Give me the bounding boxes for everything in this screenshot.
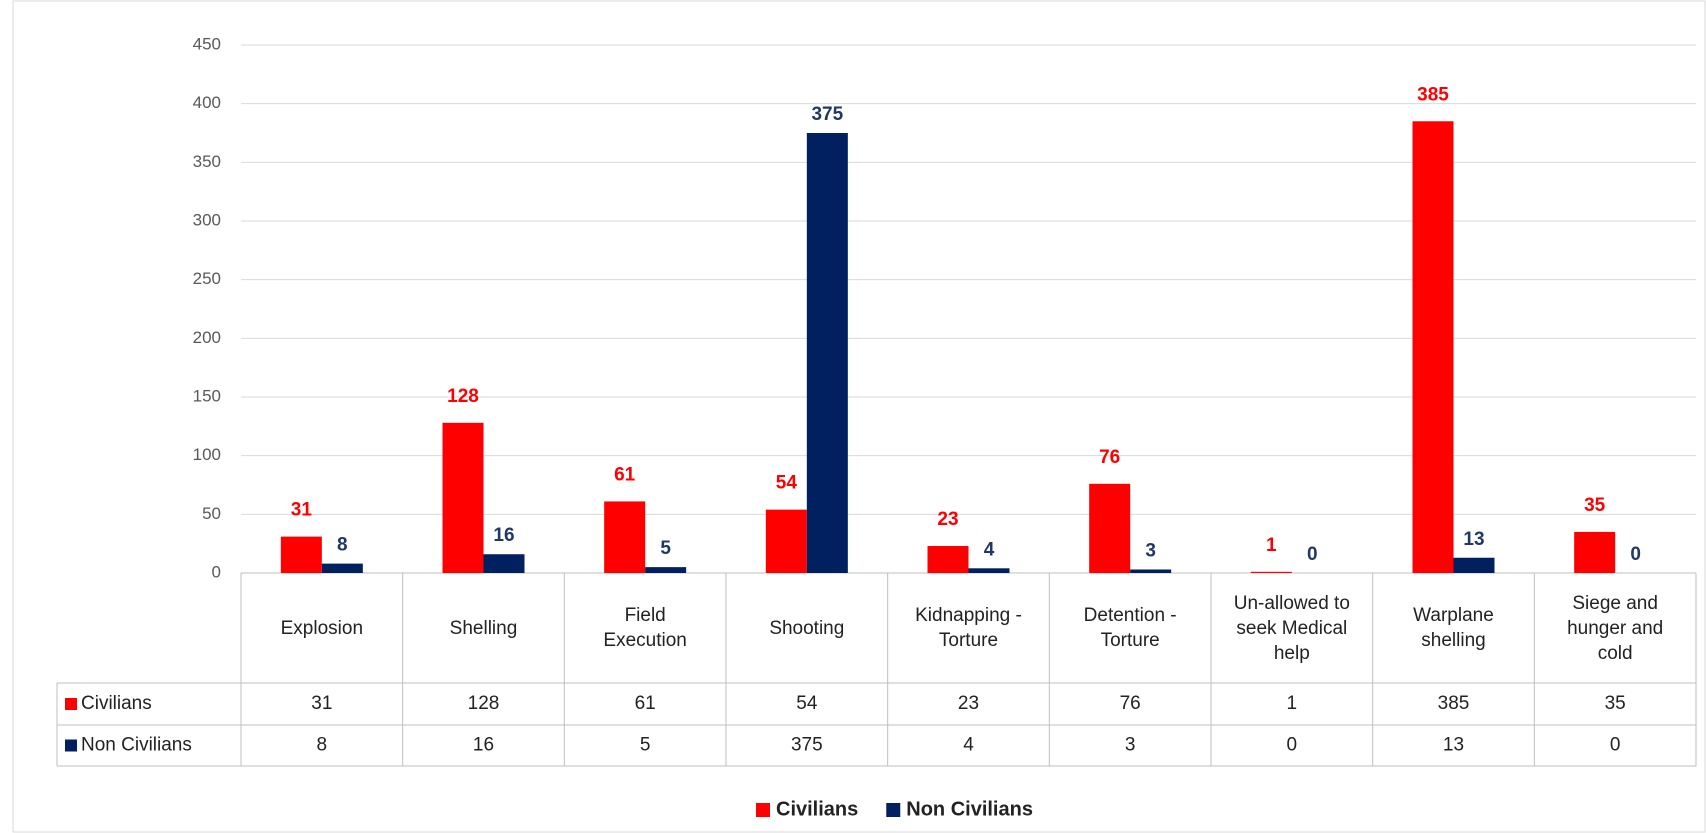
- category-cell: Kidnapping - Torture: [915, 605, 1022, 651]
- data-label: 1: [1266, 535, 1277, 556]
- x-tick-label: Warplane shelling: [1413, 605, 1494, 651]
- bar: [604, 501, 646, 573]
- x-tick-label: Siege and hunger and cold: [1567, 592, 1664, 664]
- table-legend-key: [65, 739, 77, 752]
- bar: [1412, 121, 1454, 574]
- data-label: 375: [811, 104, 843, 125]
- bar: [321, 563, 363, 573]
- bar: [806, 133, 848, 573]
- data-label: 4: [984, 539, 995, 560]
- table-cell: 13: [1443, 735, 1464, 756]
- data-label: 61: [614, 464, 636, 485]
- data-label: 35: [1584, 495, 1606, 516]
- table-row-label: Civilians: [81, 693, 152, 714]
- x-tick-label: Detention - Torture: [1083, 605, 1177, 651]
- x-tick-label: Shelling: [449, 617, 518, 639]
- table-cell: 1: [1287, 693, 1298, 714]
- data-label: 3: [1145, 540, 1156, 561]
- y-tick-label: 100: [193, 445, 221, 464]
- category-cell: Field Execution: [603, 605, 687, 651]
- data-label: 31: [291, 500, 313, 521]
- category-cell: Siege and hunger and cold: [1567, 592, 1664, 664]
- y-tick-label: 300: [193, 210, 221, 229]
- bar: [1130, 569, 1172, 573]
- table-cell: 31: [311, 693, 332, 714]
- legend-label: Non Civilians: [906, 798, 1033, 820]
- y-tick-label: 250: [193, 269, 221, 288]
- bar: [1453, 557, 1495, 573]
- legend-key: [756, 803, 770, 817]
- data-label: 8: [337, 535, 348, 556]
- legend-label: Civilians: [776, 798, 858, 820]
- table-cell: 16: [473, 735, 494, 756]
- data-label: 23: [937, 509, 958, 530]
- table-cell: 5: [640, 735, 651, 756]
- table-cell: 385: [1438, 693, 1470, 714]
- y-tick-label: 450: [193, 34, 221, 53]
- bar: [968, 568, 1010, 573]
- y-tick-label: 150: [193, 386, 221, 405]
- y-tick-label: 50: [202, 504, 221, 523]
- data-label: 5: [660, 538, 671, 559]
- table-cell: 128: [468, 693, 500, 714]
- bar: [1574, 531, 1616, 573]
- table-cell: 76: [1120, 693, 1141, 714]
- category-cell: Warplane shelling: [1413, 605, 1494, 651]
- data-label: 54: [776, 473, 798, 494]
- y-tick-label: 400: [193, 93, 221, 112]
- data-label: 128: [447, 386, 479, 407]
- table-row-label: Non Civilians: [81, 735, 192, 756]
- bar: [280, 536, 322, 573]
- category-cell: Shooting: [769, 617, 845, 639]
- bar: [1250, 571, 1292, 573]
- x-tick-label: Explosion: [280, 617, 364, 639]
- table-cell: 8: [317, 735, 328, 756]
- table-cell: 54: [796, 693, 818, 714]
- table-cell: 61: [635, 693, 656, 714]
- category-cell: Detention - Torture: [1083, 605, 1177, 651]
- data-label: 16: [493, 525, 514, 546]
- x-tick-label: Shooting: [769, 617, 845, 639]
- table-cell: 3: [1125, 735, 1136, 756]
- data-label: 13: [1463, 529, 1484, 550]
- x-tick-label: Un-allowed to seek Medical help: [1233, 592, 1350, 664]
- chart-border: [12, 0, 1706, 833]
- category-cell: Un-allowed to seek Medical help: [1233, 592, 1350, 664]
- bar: [765, 509, 807, 573]
- x-tick-label: Field Execution: [603, 605, 687, 651]
- y-tick-label: 200: [193, 328, 221, 347]
- table-cell: 4: [963, 735, 974, 756]
- x-tick-label: Kidnapping - Torture: [915, 605, 1022, 651]
- bar: [927, 546, 969, 573]
- y-tick-label: 350: [193, 152, 221, 171]
- bar: [1089, 483, 1131, 573]
- table-cell: 0: [1610, 735, 1621, 756]
- data-label: 385: [1417, 84, 1449, 105]
- data-label: 0: [1630, 544, 1641, 565]
- table-cell: 375: [791, 735, 823, 756]
- table-cell: 35: [1605, 693, 1626, 714]
- table-cell: 23: [958, 693, 979, 714]
- table-legend-key: [65, 698, 77, 710]
- category-cell: Explosion: [280, 617, 364, 639]
- bar: [483, 554, 525, 573]
- bar: [645, 567, 687, 573]
- data-label: 76: [1099, 447, 1120, 468]
- table-cell: 0: [1287, 735, 1298, 756]
- data-label: 0: [1307, 544, 1318, 565]
- y-tick-label: 0: [212, 562, 221, 581]
- category-cell: Shelling: [449, 617, 518, 639]
- bar: [442, 422, 484, 573]
- legend-key: [886, 803, 901, 817]
